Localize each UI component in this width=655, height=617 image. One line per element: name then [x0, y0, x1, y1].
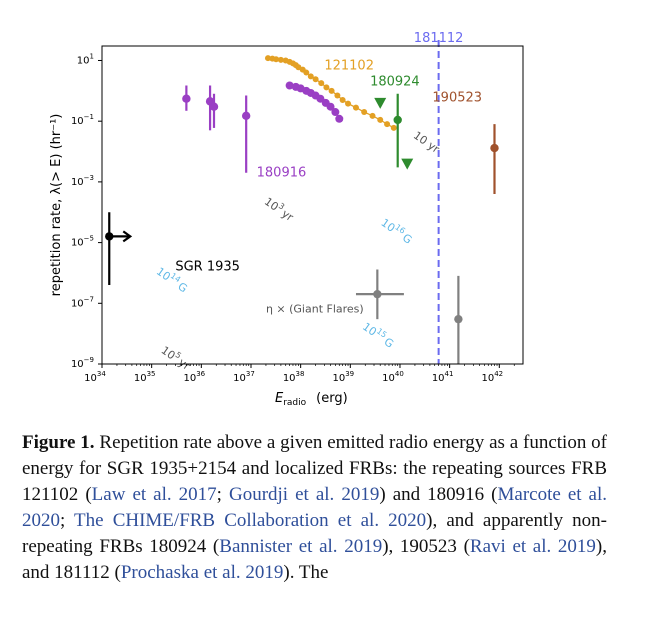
y-tick-label: 10−5	[71, 235, 94, 249]
point-121102	[318, 80, 325, 87]
point-121102	[339, 96, 346, 103]
x-tick-label: 1035	[134, 370, 156, 384]
figure-caption: Figure 1. Repetition rate above a given …	[22, 430, 607, 586]
errorbar-point	[393, 115, 402, 125]
x-tick-label: 1037	[233, 370, 255, 384]
series-label-4: SGR 1935	[175, 260, 240, 275]
point-121102	[390, 124, 397, 131]
point-121102	[273, 56, 280, 63]
point-121102	[328, 87, 335, 94]
y-tick-label: 101	[77, 52, 94, 66]
y-tick-label: 10−3	[71, 174, 94, 188]
band-label-6: η × (Giant Flares)	[266, 302, 364, 315]
errorbar-point	[454, 314, 463, 324]
point-121102	[345, 100, 352, 107]
point-180916	[326, 102, 335, 111]
citation-bannister[interactable]: Bannister et al. 2019	[219, 536, 383, 557]
citation-gourdji[interactable]: Gourdji et al. 2019	[228, 484, 380, 505]
errorbar-point	[241, 111, 251, 121]
point-121102	[307, 73, 314, 80]
caption-text: ), and 181112 (	[22, 536, 607, 583]
caption-text: ;	[60, 510, 75, 531]
x-tick-label: 1034	[84, 370, 106, 384]
point-180916	[331, 108, 340, 117]
point-121102	[312, 76, 319, 83]
y-tick-label: 10−1	[71, 113, 94, 127]
x-tick-label: 1039	[332, 370, 354, 384]
upper-limit-marker	[374, 97, 387, 109]
vline-181112: 181112	[414, 31, 464, 364]
point-121102	[334, 92, 341, 99]
caption-text: ;	[216, 484, 229, 505]
y-tick-label: 10−7	[71, 295, 94, 309]
point-121102	[384, 121, 391, 128]
plot-background	[102, 46, 523, 364]
svg-text:Eradio(erg): Eradio (erg)	[275, 391, 348, 408]
data-layer	[105, 55, 499, 364]
errorbar-point	[209, 102, 219, 111]
vline-label: 181112	[414, 31, 464, 46]
citation-marcote[interactable]: Marcote et al. 2020	[22, 484, 608, 531]
x-tick-label: 1036	[183, 370, 205, 384]
caption-text: ), and apparently non-repeating FRBs 180…	[22, 510, 608, 557]
x-label-unit: (erg)	[316, 391, 348, 406]
axes-layer: 1034 1035 1036 1037 1038 1039 1040 1041 1042 101 1…	[71, 52, 515, 384]
citation-chime[interactable]: The CHIME/FRB Collaboration et al. 2020	[74, 510, 427, 531]
point-121102	[277, 56, 284, 63]
citation-law[interactable]: Law et al. 2017	[91, 484, 217, 505]
errorbar-point	[490, 143, 499, 153]
citation-prochaska[interactable]: Prochaska et al. 2019	[120, 562, 284, 583]
series-label-3: 180916	[257, 166, 307, 181]
point-121102	[323, 84, 330, 91]
point-121102	[369, 112, 376, 119]
caption-text: ) and 180916 (	[379, 484, 498, 505]
caption-label: Figure 1.	[22, 432, 95, 453]
point-121102	[264, 55, 271, 62]
x-tick-label: 1038	[283, 370, 305, 384]
errorbar-point	[182, 94, 191, 103]
x-tick-label: 1042	[481, 370, 503, 384]
arrow-head	[122, 230, 133, 243]
x-label-main: E	[275, 391, 284, 406]
x-tick-label: 1041	[432, 370, 454, 384]
point-180916	[285, 81, 294, 90]
caption-text: Repetition rate above a given emitted ra…	[22, 432, 607, 505]
y-axis-label: repetition rate, λ(> E) (hr⁻¹)	[49, 114, 64, 297]
point-121102	[361, 109, 368, 116]
point-121102	[352, 104, 359, 111]
plot-frame	[101, 45, 524, 365]
caption-text: ), 190523 (	[382, 536, 470, 557]
point-121102	[377, 116, 384, 123]
upper-limit-marker	[401, 158, 414, 170]
y-tick-label: 10−9	[71, 356, 94, 370]
errorbar-point	[373, 289, 382, 299]
citation-ravi[interactable]: Ravi et al. 2019	[469, 536, 596, 557]
series-label-2: 190523	[432, 90, 482, 105]
x-tick-label: 1040	[382, 370, 404, 384]
x-label-sub: radio	[283, 398, 306, 408]
x-axis-label: Eradio (erg)	[275, 391, 348, 408]
point-180916	[335, 114, 344, 123]
caption-text: ). The	[283, 562, 329, 583]
series-label-1: 180924	[370, 74, 420, 89]
point-121102	[303, 69, 310, 76]
series-label-0: 121102	[324, 59, 374, 74]
